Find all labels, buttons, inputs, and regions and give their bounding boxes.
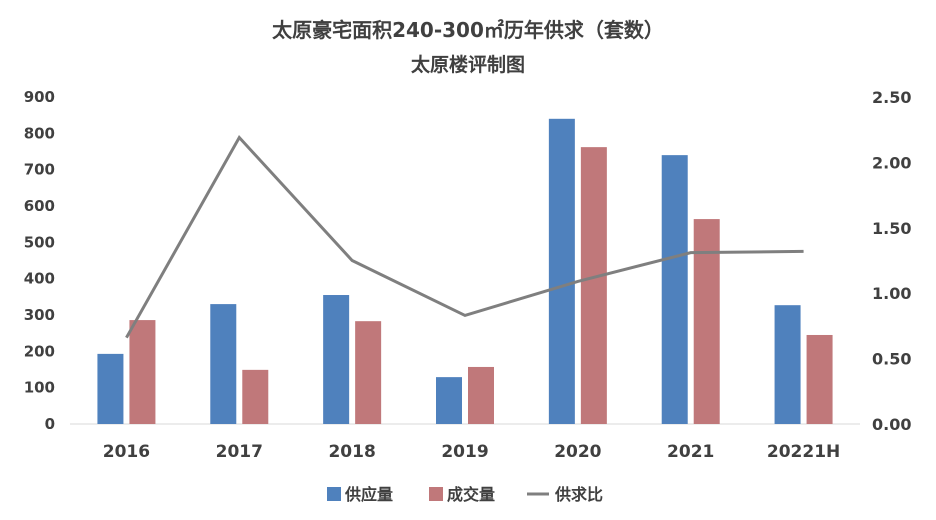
bar-供应量 — [774, 305, 801, 424]
y2-tick-label: 1.00 — [872, 284, 911, 303]
x-tick-label: 2016 — [103, 442, 150, 462]
bar-供应量 — [661, 155, 688, 424]
x-tick-label: 20221H — [767, 442, 840, 462]
y2-tick-label: 1.50 — [872, 219, 911, 238]
bar-成交量 — [806, 334, 833, 424]
y-tick-label: 200 — [24, 342, 55, 360]
legend-label: 成交量 — [447, 485, 495, 504]
y-tick-label: 800 — [24, 124, 55, 142]
y-tick-label: 700 — [24, 161, 55, 179]
y-tick-label: 0 — [45, 415, 55, 433]
y-tick-label: 500 — [24, 233, 55, 251]
legend-label: 供求比 — [554, 485, 603, 504]
x-tick-label: 2017 — [216, 442, 263, 462]
bar-供应量 — [548, 118, 575, 425]
x-tick-label: 2021 — [667, 442, 714, 462]
x-tick-label: 2019 — [441, 442, 488, 462]
bar-成交量 — [129, 320, 156, 424]
y2-tick-label: 0.00 — [872, 415, 911, 434]
legend-label: 供应量 — [344, 485, 393, 504]
x-tick-label: 2020 — [554, 442, 601, 462]
x-tick-label: 2018 — [328, 442, 375, 462]
y2-tick-label: 2.50 — [872, 88, 911, 107]
bar-供应量 — [323, 295, 350, 424]
bar-成交量 — [355, 321, 382, 424]
y-tick-label: 300 — [24, 306, 55, 324]
chart-title: 太原豪宅面积240-300㎡历年供求（套数） — [272, 18, 664, 42]
legend-swatch — [429, 487, 443, 501]
y-tick-label: 100 — [24, 379, 55, 397]
bar-供应量 — [97, 353, 124, 424]
bar-供应量 — [436, 377, 462, 424]
y2-tick-label: 2.00 — [872, 153, 911, 172]
bar-供应量 — [210, 304, 237, 424]
bar-成交量 — [468, 366, 494, 424]
y-tick-label: 600 — [24, 197, 55, 215]
y-tick-label: 400 — [24, 270, 55, 288]
legend-swatch — [327, 487, 341, 501]
y2-tick-label: 0.50 — [872, 350, 911, 369]
bar-成交量 — [242, 369, 269, 424]
chart-subtitle: 太原楼评制图 — [410, 54, 525, 76]
y-tick-label: 900 — [24, 88, 55, 106]
bar-成交量 — [693, 219, 720, 424]
bar-成交量 — [580, 147, 607, 424]
